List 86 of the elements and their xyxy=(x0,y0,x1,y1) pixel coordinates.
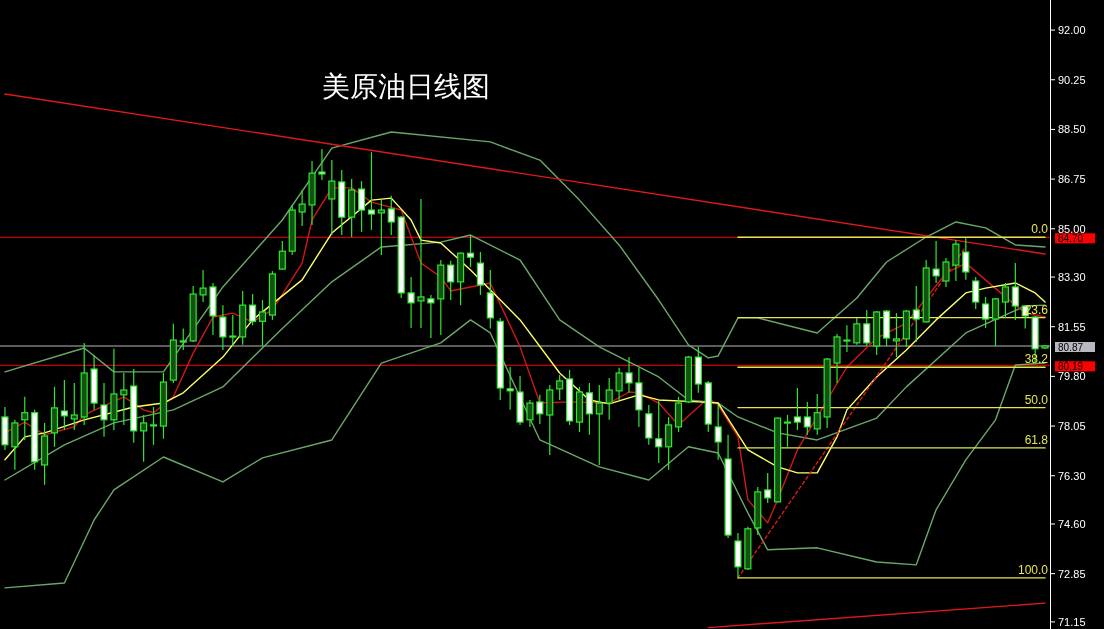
line-series xyxy=(4,319,1046,589)
y-tick-label: 92.00 xyxy=(1058,24,1086,37)
candlestick xyxy=(764,472,772,504)
candlestick xyxy=(70,382,78,431)
y-tick-label: 81.55 xyxy=(1058,320,1086,333)
candlestick xyxy=(962,237,970,281)
candlestick xyxy=(892,312,901,358)
candlestick xyxy=(972,276,980,310)
y-tick-label: 74.60 xyxy=(1058,517,1086,530)
y-tick-label: 83.30 xyxy=(1058,271,1086,284)
candlestick xyxy=(377,199,385,256)
candlestick xyxy=(249,293,257,326)
candlestick xyxy=(714,404,722,461)
candlestick xyxy=(665,416,673,471)
candlestick xyxy=(278,240,286,271)
candlestick xyxy=(595,384,603,466)
candlestick xyxy=(427,294,435,339)
candlestick xyxy=(982,296,990,329)
candlestick xyxy=(11,419,19,471)
candlestick xyxy=(1011,262,1019,321)
candlestick xyxy=(625,356,633,394)
candlestick xyxy=(357,180,366,233)
ref-line-label: 80.19 xyxy=(1058,360,1084,372)
candlestick xyxy=(843,324,851,353)
annotation: 100.0 xyxy=(1017,562,1049,577)
candlestick xyxy=(21,396,29,441)
candlestick xyxy=(466,234,475,268)
y-tick-label: 90.25 xyxy=(1058,73,1086,86)
candlestick xyxy=(536,394,544,425)
candlestick xyxy=(1001,282,1009,319)
candlestick xyxy=(853,317,861,346)
candlestick xyxy=(318,148,326,181)
candlestick xyxy=(526,399,534,428)
candlestick xyxy=(585,382,593,436)
line-series xyxy=(4,197,1046,474)
candlestick xyxy=(100,382,108,438)
candlestick xyxy=(417,198,425,329)
y-tick-label: 78.05 xyxy=(1058,420,1086,433)
y-tick-label: 71.15 xyxy=(1058,615,1086,628)
y-tick-label: 88.50 xyxy=(1058,123,1086,136)
candlestick xyxy=(932,240,940,284)
candlestick xyxy=(556,374,564,401)
candlestick xyxy=(140,414,148,463)
candlestick xyxy=(803,401,811,436)
ref-line-label: 84.70 xyxy=(1058,232,1084,244)
candlestick xyxy=(863,309,871,347)
candlestick xyxy=(912,285,920,343)
annotation: 50.0 xyxy=(1024,392,1049,407)
ref-line-label: 80.87 xyxy=(1058,341,1084,353)
candlestick xyxy=(120,372,128,426)
y-tick-label: 79.80 xyxy=(1058,370,1086,383)
candlestick xyxy=(813,393,821,436)
candlestick xyxy=(655,400,663,464)
candlestick xyxy=(476,251,484,296)
y-tick-label: 72.85 xyxy=(1058,567,1086,580)
candlestick xyxy=(179,327,187,351)
candlestick xyxy=(60,379,68,431)
candlestick xyxy=(447,260,455,301)
candlestick xyxy=(298,189,306,227)
annotation: 61.8 xyxy=(1024,432,1049,447)
candlestick xyxy=(942,257,950,288)
candlestick xyxy=(793,387,801,431)
annotation: 38.2 xyxy=(1024,352,1049,367)
line-series xyxy=(4,234,1046,481)
text: 美原油日线图 xyxy=(322,71,490,102)
annotation: 0.0 xyxy=(1031,222,1049,237)
candlestick xyxy=(328,159,336,236)
candlestick xyxy=(199,269,207,303)
candlestick xyxy=(367,151,376,231)
y-tick-label: 76.30 xyxy=(1058,469,1086,482)
y-tick-label: 86.75 xyxy=(1058,173,1086,186)
candlestick xyxy=(506,366,514,411)
candlestick xyxy=(952,239,960,282)
line-series xyxy=(4,131,1046,373)
candlestick xyxy=(674,396,683,433)
candlestick xyxy=(258,299,267,347)
candlestick xyxy=(407,276,415,329)
candlestick xyxy=(149,406,158,446)
candlestick xyxy=(605,377,613,421)
candlestick xyxy=(991,297,1000,347)
candlestick xyxy=(229,314,237,347)
candlestick xyxy=(387,195,395,236)
candlestick xyxy=(615,367,623,401)
candlestick xyxy=(219,304,227,351)
candlestick xyxy=(783,414,792,448)
y-tick-label: 85.00 xyxy=(1058,222,1086,235)
